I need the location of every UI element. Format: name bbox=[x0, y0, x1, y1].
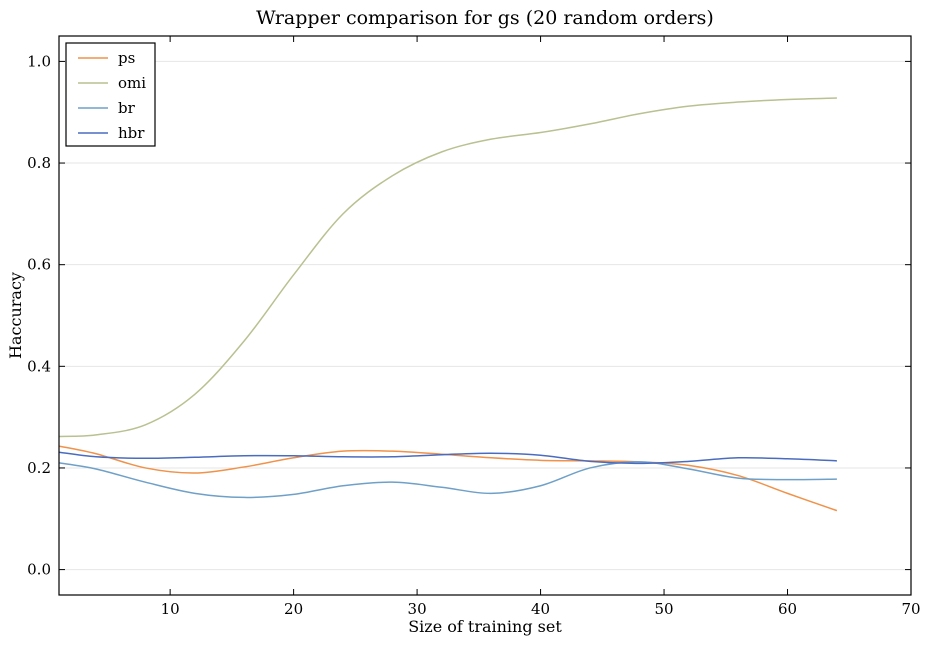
grid-layer bbox=[59, 60, 911, 571]
y-tick-label: 0.6 bbox=[27, 256, 51, 274]
y-axis-title: Haccuracy bbox=[6, 272, 25, 359]
legend-label-ps: ps bbox=[118, 49, 135, 67]
legend: ps omi br hbr bbox=[65, 42, 156, 147]
plot-frame bbox=[58, 35, 912, 596]
series-line-ps bbox=[58, 445, 838, 512]
legend-label-br: br bbox=[118, 99, 136, 117]
x-tick-label: 20 bbox=[284, 600, 303, 618]
legend-label-omi: omi bbox=[118, 74, 146, 92]
x-axis-title: Size of training set bbox=[408, 617, 562, 636]
series-line-hbr bbox=[58, 451, 837, 465]
x-tick-label: 30 bbox=[408, 600, 427, 618]
x-tick-label: 10 bbox=[161, 600, 180, 618]
y-tick-label: 0.4 bbox=[27, 357, 51, 375]
chart-title: Wrapper comparison for gs (20 random ord… bbox=[256, 7, 714, 29]
y-tick-label: 0.2 bbox=[27, 459, 51, 477]
x-tick-label: 70 bbox=[901, 600, 920, 618]
y-tick-label: 0.0 bbox=[27, 561, 51, 579]
y-tick-label: 0.8 bbox=[27, 154, 51, 172]
series-layer bbox=[58, 97, 838, 512]
x-tick-label: 40 bbox=[531, 600, 550, 618]
y-tick-label: 1.0 bbox=[27, 52, 51, 70]
series-line-omi bbox=[58, 97, 837, 438]
x-tick-label: 60 bbox=[778, 600, 797, 618]
x-tick-label: 50 bbox=[654, 600, 673, 618]
series-line-br bbox=[58, 461, 837, 499]
legend-box bbox=[65, 42, 156, 147]
tick-layer: 0.0 0.2 0.4 0.6 0.8 1.0 10 20 30 40 50 60 70 bbox=[27, 36, 921, 618]
legend-label-hbr: hbr bbox=[118, 124, 145, 142]
